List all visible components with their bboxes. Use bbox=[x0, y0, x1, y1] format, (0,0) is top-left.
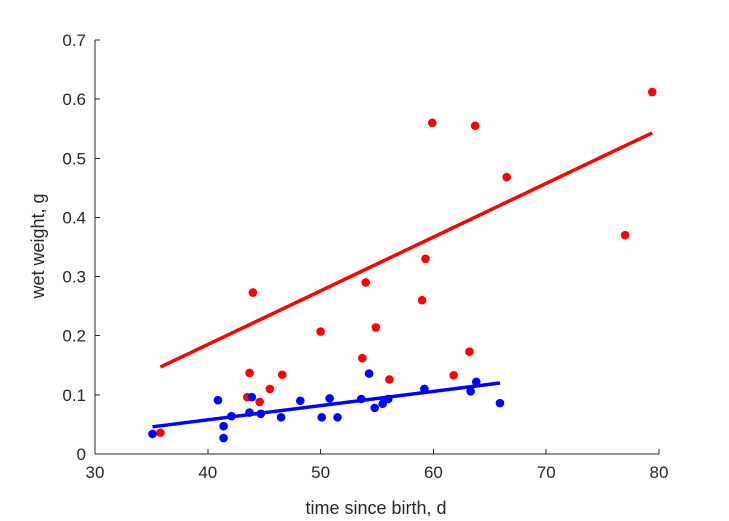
y-tick-label: 0.6 bbox=[62, 90, 86, 109]
data-point bbox=[295, 396, 305, 406]
axes: 30 40 50 60 70 80 0 0.1 0.2 0.3 0.4 0.5 0.6 0.7 bbox=[62, 31, 668, 482]
data-point bbox=[213, 395, 223, 405]
data-point bbox=[276, 413, 286, 422]
data-point bbox=[465, 347, 474, 356]
data-point bbox=[333, 413, 342, 422]
data-point bbox=[385, 375, 394, 384]
fit-line bbox=[159, 131, 653, 369]
plot-area bbox=[148, 87, 657, 443]
data-point bbox=[647, 87, 657, 97]
data-point bbox=[358, 353, 367, 363]
data-point bbox=[427, 118, 437, 128]
y-tick-label: 0.2 bbox=[62, 327, 86, 346]
data-point bbox=[245, 368, 254, 378]
data-point bbox=[361, 278, 371, 287]
data-point bbox=[156, 428, 165, 438]
data-point bbox=[325, 394, 334, 403]
data-point bbox=[470, 121, 480, 131]
data-point bbox=[148, 429, 157, 439]
data-point bbox=[378, 399, 387, 409]
data-point bbox=[449, 371, 459, 380]
data-point bbox=[277, 370, 287, 380]
data-point bbox=[502, 172, 512, 182]
data-point bbox=[255, 397, 264, 407]
series-0 bbox=[156, 87, 657, 438]
data-point bbox=[219, 421, 228, 431]
data-point bbox=[265, 384, 275, 394]
data-point bbox=[417, 295, 427, 305]
data-point bbox=[247, 392, 257, 402]
data-point bbox=[421, 254, 430, 264]
x-tick-label: 40 bbox=[198, 463, 217, 482]
y-tick-label: 0.7 bbox=[62, 31, 86, 50]
x-axis-label: time since birth, d bbox=[305, 498, 446, 518]
y-tick-label: 0.5 bbox=[62, 149, 86, 168]
y-tick-label: 0.1 bbox=[62, 386, 86, 405]
data-point bbox=[495, 398, 505, 408]
series-1 bbox=[148, 369, 505, 443]
y-axis-label: wet weight, g bbox=[28, 193, 48, 299]
data-point bbox=[364, 369, 374, 378]
data-point bbox=[620, 230, 630, 240]
y-tick-label: 0.4 bbox=[62, 208, 86, 227]
fit-line bbox=[152, 381, 501, 429]
x-tick-label: 70 bbox=[537, 463, 556, 482]
data-point bbox=[248, 288, 258, 297]
data-point bbox=[219, 433, 228, 443]
y-tick-label: 0 bbox=[77, 445, 86, 464]
data-point bbox=[371, 323, 381, 332]
data-point bbox=[316, 327, 325, 336]
data-point bbox=[466, 387, 475, 396]
x-tick-label: 60 bbox=[424, 463, 443, 482]
data-point bbox=[317, 413, 327, 422]
y-tick-label: 0.3 bbox=[62, 268, 86, 287]
data-point bbox=[370, 403, 380, 413]
x-tick-label: 30 bbox=[86, 463, 105, 482]
x-tick-label: 50 bbox=[311, 463, 330, 482]
x-tick-label: 80 bbox=[650, 463, 669, 482]
